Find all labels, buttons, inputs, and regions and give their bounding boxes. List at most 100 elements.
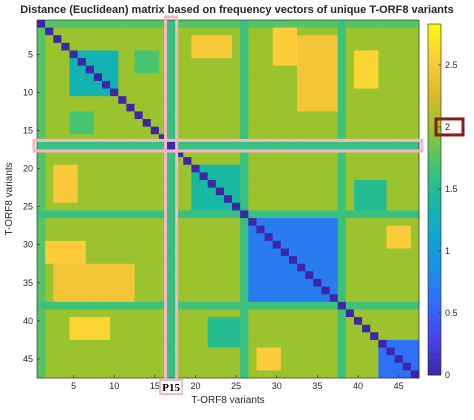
heatmap-cell — [386, 126, 395, 135]
heatmap-cell — [77, 20, 87, 28]
heatmap-cell — [240, 286, 249, 295]
heatmap-cell — [45, 256, 54, 265]
heatmap-cell — [370, 20, 379, 28]
heatmap-cell — [297, 355, 306, 364]
heatmap-cell — [85, 58, 95, 67]
heatmap-cell — [353, 20, 363, 28]
colorbar-segment — [428, 161, 441, 167]
heatmap-cell — [370, 294, 379, 303]
heatmap-cell — [378, 50, 387, 59]
heatmap-cell — [297, 179, 306, 188]
heatmap-cell — [158, 210, 168, 219]
heatmap-cell — [337, 324, 347, 333]
heatmap-cell — [215, 80, 225, 89]
heatmap-cell — [345, 172, 355, 181]
heatmap-cell — [345, 126, 355, 135]
heatmap-cell — [280, 301, 290, 310]
heatmap-cell — [232, 20, 241, 28]
heatmap-cell — [402, 370, 412, 379]
heatmap-cell — [102, 225, 111, 234]
heatmap-cell — [272, 20, 282, 28]
heatmap-cell — [207, 126, 217, 135]
heatmap-cell — [305, 65, 314, 74]
heatmap-cell — [337, 65, 347, 74]
heatmap-cell — [69, 141, 78, 150]
heatmap-cell — [223, 141, 233, 150]
heatmap-cell — [353, 157, 363, 166]
heatmap-cell — [280, 80, 290, 89]
heatmap-cell — [167, 202, 176, 211]
heatmap-cell — [150, 347, 160, 356]
heatmap-cell — [191, 317, 200, 326]
heatmap-cell — [402, 157, 412, 166]
heatmap-cell — [53, 73, 62, 82]
heatmap-cell — [272, 111, 282, 120]
heatmap-cell — [175, 362, 184, 371]
heatmap-cell — [207, 240, 217, 249]
y-tick-label: 35 — [23, 278, 33, 288]
heatmap-cell — [223, 96, 233, 105]
heatmap-cell — [37, 119, 46, 127]
heatmap-cell — [256, 301, 265, 310]
heatmap-cell — [394, 332, 404, 341]
x-axis-label: T-ORF8 variants — [191, 395, 264, 406]
heatmap-cell — [126, 58, 135, 67]
heatmap-cell — [288, 218, 298, 227]
heatmap-cell — [378, 164, 387, 173]
heatmap-cell — [110, 286, 119, 295]
heatmap-cell — [199, 202, 209, 211]
heatmap-cell — [69, 324, 78, 333]
heatmap-cell — [69, 347, 78, 356]
heatmap-cell — [183, 195, 192, 204]
heatmap-cell — [191, 96, 200, 105]
heatmap-cell — [110, 355, 119, 364]
heatmap-cell — [272, 141, 282, 150]
heatmap-cell — [53, 248, 62, 257]
heatmap-cell — [158, 96, 168, 105]
heatmap-cell — [313, 27, 322, 36]
heatmap-cell — [362, 80, 371, 89]
heatmap-cell — [199, 164, 209, 173]
heatmap-cell — [370, 50, 379, 59]
heatmap-cell — [353, 332, 363, 341]
heatmap-cell — [93, 210, 103, 219]
heatmap-cell — [85, 202, 95, 211]
heatmap-cell — [126, 195, 135, 204]
heatmap-cell — [272, 27, 282, 36]
heatmap-cell — [102, 134, 111, 143]
heatmap-cell — [207, 324, 217, 333]
heatmap-cell — [378, 294, 387, 303]
heatmap-cell — [37, 195, 46, 204]
heatmap-cell — [362, 286, 371, 295]
heatmap-cell — [337, 240, 347, 249]
heatmap-cell — [370, 58, 379, 67]
heatmap-cell — [297, 35, 306, 44]
heatmap-cell — [305, 126, 314, 135]
heatmap-cell — [215, 126, 225, 135]
heatmap-cell — [370, 172, 379, 181]
heatmap-cell — [175, 202, 184, 211]
heatmap-cell — [93, 42, 103, 51]
heatmap-cell — [288, 111, 298, 120]
heatmap-cell — [337, 103, 347, 112]
heatmap-cell — [370, 278, 379, 287]
heatmap-cell — [370, 141, 379, 150]
heatmap-cell — [93, 172, 103, 181]
heatmap-cell — [175, 332, 184, 341]
heatmap-cell — [126, 210, 135, 219]
y-tick-label: 15 — [23, 125, 33, 135]
heatmap-cell — [402, 248, 412, 257]
heatmap-cell — [337, 347, 347, 356]
heatmap-cell — [142, 301, 152, 310]
heatmap-cell — [402, 317, 412, 326]
heatmap-cell — [85, 256, 95, 265]
heatmap-cell — [167, 256, 176, 265]
heatmap-cell — [85, 149, 95, 158]
heatmap-cell — [167, 248, 176, 257]
heatmap-cell — [345, 248, 355, 257]
heatmap-cell — [175, 263, 184, 272]
heatmap-cell — [167, 119, 176, 127]
heatmap-cell — [93, 103, 103, 112]
heatmap-cell — [280, 27, 290, 36]
heatmap-cell — [207, 218, 217, 227]
